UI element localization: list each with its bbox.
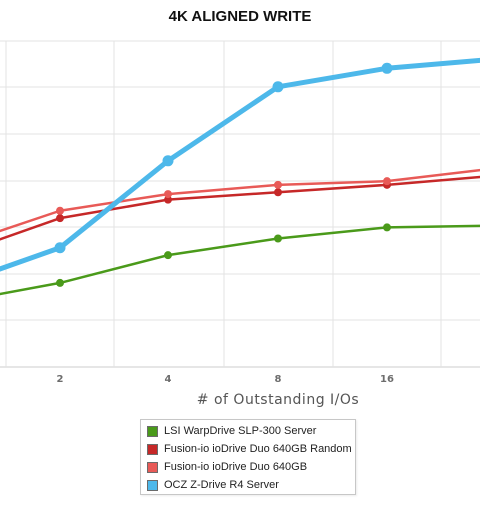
data-point[interactable] (383, 177, 391, 186)
data-point[interactable] (54, 242, 66, 254)
data-point[interactable] (272, 81, 284, 93)
x-axis-label: # of Outstanding I/Os (197, 392, 359, 408)
x-tick-label: 8 (275, 374, 282, 385)
gridlines (0, 40, 480, 368)
legend-swatch-lsi (147, 425, 158, 437)
legend-label: OCZ Z-Drive R4 Server (164, 479, 279, 491)
x-tick-label: 2 (57, 374, 64, 385)
legend-label: Fusion-io ioDrive Duo 640GB Random (164, 443, 352, 455)
data-point[interactable] (56, 206, 64, 215)
data-point[interactable] (274, 180, 282, 189)
data-point[interactable] (164, 251, 172, 260)
data-point[interactable] (274, 188, 282, 197)
data-point[interactable] (274, 234, 282, 243)
data-point[interactable] (383, 223, 391, 232)
data-point[interactable] (381, 62, 393, 74)
legend-item[interactable]: OCZ Z-Drive R4 Server (141, 476, 355, 494)
data-point[interactable] (164, 195, 172, 204)
data-point[interactable] (56, 278, 64, 287)
legend-label: LSI WarpDrive SLP-300 Server (164, 425, 317, 437)
x-tick-label: 16 (380, 374, 394, 385)
series-line (0, 224, 480, 296)
legend: LSI WarpDrive SLP-300 Server Fusion-io i… (140, 419, 356, 495)
series-line (0, 175, 480, 241)
legend-swatch-fusion (147, 461, 158, 473)
chart-title: 4K ALIGNED WRITE (168, 8, 312, 25)
legend-item[interactable]: Fusion-io ioDrive Duo 640GB Random (141, 440, 355, 458)
legend-swatch-ocz (147, 479, 158, 491)
legend-item[interactable]: LSI WarpDrive SLP-300 Server (141, 422, 355, 440)
data-point[interactable] (56, 214, 64, 223)
data-point[interactable] (162, 155, 174, 167)
legend-item[interactable]: Fusion-io ioDrive Duo 640GB (141, 458, 355, 476)
x-tick-labels: 2 4 8 16 (57, 374, 394, 385)
x-tick-label: 4 (165, 374, 172, 385)
series-line (0, 168, 480, 233)
series-lines (0, 57, 480, 296)
legend-swatch-fusion-random (147, 443, 158, 455)
data-point[interactable] (164, 190, 172, 199)
series-line (0, 57, 480, 272)
legend-label: Fusion-io ioDrive Duo 640GB (164, 461, 308, 473)
